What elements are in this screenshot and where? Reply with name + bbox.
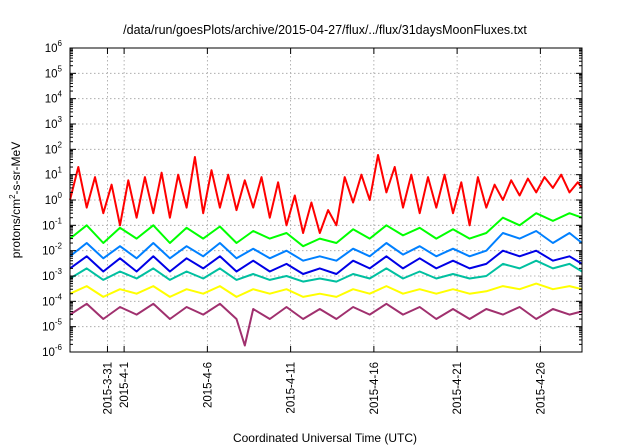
x-tick-label: 2015-4-26 <box>535 362 547 414</box>
y-tick-label: 102 <box>45 140 63 156</box>
series-line <box>69 154 583 234</box>
y-tick-label-exponent: 5 <box>58 64 63 73</box>
y-tick-label: 101 <box>45 166 63 182</box>
y-tick-label-base: 10 <box>45 144 58 156</box>
y-tick-label-base: 10 <box>45 43 58 55</box>
y-tick-label-base: 10 <box>45 195 58 207</box>
y-tick-label: 100 <box>45 191 63 207</box>
y-tick-label-exponent: -1 <box>55 216 63 225</box>
tick-layer: 10-610-510-410-310-210-11001011021031041… <box>42 39 582 414</box>
x-tick-label: 2015-4-11 <box>286 362 298 414</box>
y-tick-label: 10-3 <box>42 267 62 283</box>
y-tick-label-base: 10 <box>45 170 58 182</box>
y-tick-label-base: 10 <box>42 347 55 359</box>
y-tick-label-exponent: -5 <box>55 318 63 327</box>
y-tick-label: 10-1 <box>42 216 62 232</box>
series-line <box>69 212 583 248</box>
x-tick-label: 2015-4-6 <box>202 362 214 408</box>
y-tick-label-exponent: 4 <box>58 90 63 99</box>
series-layer <box>69 154 583 347</box>
y-tick-label-exponent: 1 <box>58 166 63 175</box>
x-tick-label: 2015-4-1 <box>119 362 131 408</box>
x-tick-label: 2015-4-16 <box>369 362 381 414</box>
series-line <box>69 249 583 275</box>
x-axis-label: Coordinated Universal Time (UTC) <box>233 431 417 445</box>
y-axis-label-rest: -s-sr-MeV <box>9 142 23 195</box>
series-line <box>69 230 583 262</box>
y-tick-label-exponent: 0 <box>58 191 63 200</box>
grid-layer <box>70 48 582 352</box>
y-tick-label-exponent: -4 <box>55 292 63 301</box>
y-tick-label: 10-2 <box>42 242 62 258</box>
series-line <box>69 302 583 347</box>
y-tick-label-base: 10 <box>45 94 58 106</box>
y-tick-label-base: 10 <box>42 322 55 334</box>
y-tick-label: 10-4 <box>42 292 62 308</box>
chart-title: /data/run/goesPlots/archive/2015-04-27/f… <box>123 23 527 37</box>
y-tick-label: 104 <box>45 90 63 106</box>
y-axis-label: protons/cm2-s-sr-MeV <box>8 142 23 258</box>
y-tick-label: 105 <box>45 64 63 80</box>
y-tick-label-base: 10 <box>42 246 55 258</box>
y-tick-label-base: 10 <box>42 296 55 308</box>
series-line <box>69 259 583 283</box>
y-axis-label-superscript: 2 <box>8 194 17 199</box>
y-tick-label-exponent: 2 <box>58 140 63 149</box>
y-tick-label: 10-5 <box>42 318 62 334</box>
x-tick-label: 2015-4-21 <box>452 362 464 414</box>
y-tick-label-exponent: 6 <box>58 39 63 48</box>
y-tick-label-base: 10 <box>45 119 58 131</box>
y-tick-label-base: 10 <box>42 271 55 283</box>
y-tick-label-exponent: -2 <box>55 242 63 251</box>
y-axis-label-main: protons/cm <box>9 199 23 258</box>
y-tick-label-base: 10 <box>42 220 55 232</box>
y-tick-label-base: 10 <box>45 68 58 80</box>
x-tick-label: 2015-3-31 <box>102 362 114 414</box>
y-tick-label: 103 <box>45 115 63 131</box>
y-tick-label-exponent: -3 <box>55 267 63 276</box>
y-tick-label: 10-6 <box>42 343 62 359</box>
y-tick-label-exponent: -6 <box>55 343 63 352</box>
y-tick-label-exponent: 3 <box>58 115 63 124</box>
y-tick-label: 106 <box>45 39 63 55</box>
series-line <box>69 282 583 298</box>
